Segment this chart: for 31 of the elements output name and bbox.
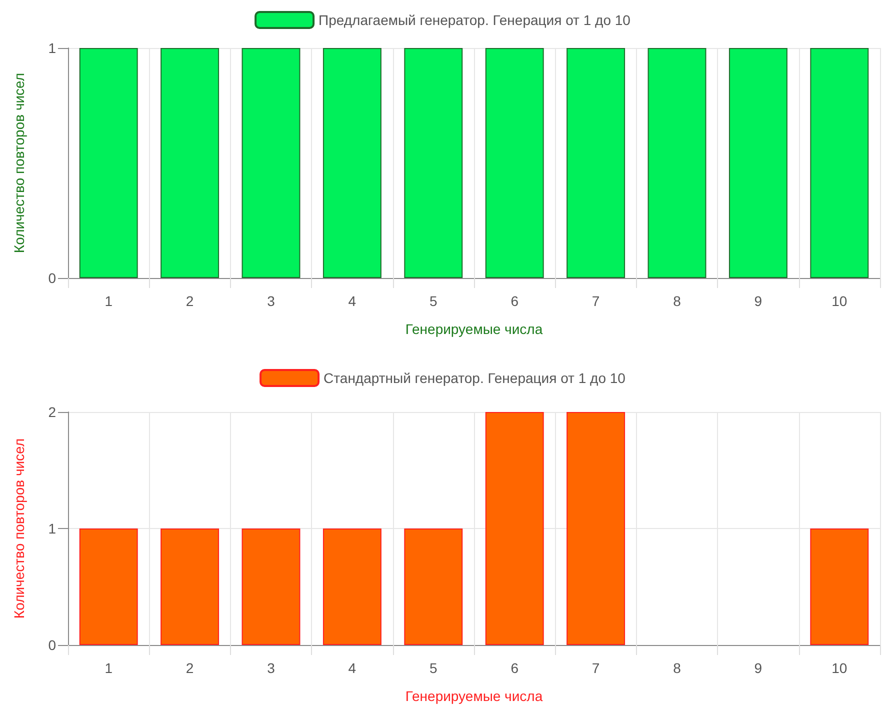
- x-tick-label: 7: [592, 293, 600, 309]
- x-tick-label: 4: [348, 293, 356, 309]
- x-tick-label: 4: [348, 660, 356, 676]
- x-tick-label: 8: [673, 293, 682, 309]
- x-tick-label: 7: [592, 660, 600, 676]
- x-tick-label: 6: [510, 660, 519, 676]
- x-tick-label: 3: [267, 293, 276, 309]
- y-tick-label: 1: [48, 40, 56, 56]
- x-tick-label: 6: [510, 293, 519, 309]
- x-tick-label: 5: [430, 293, 438, 309]
- y-tick-label: 0: [48, 637, 56, 653]
- x-tick-label: 10: [832, 660, 848, 676]
- legend-label: Предлагаемый генератор. Генерация от 1 до 10: [318, 12, 631, 28]
- x-tick-label: 1: [104, 293, 113, 309]
- y-axis-title: Количество повторов чисел: [11, 438, 27, 619]
- x-tick-label: 9: [754, 293, 762, 309]
- x-tick-label: 5: [430, 660, 438, 676]
- y-axis-title: Количество повторов чисел: [11, 72, 27, 254]
- legend-label: Стандартный генератор. Генерация от 1 до 10: [324, 370, 626, 386]
- x-tick-label: 3: [267, 660, 276, 676]
- x-tick-label: 2: [186, 293, 194, 309]
- y-tick-label: 0: [48, 270, 56, 286]
- x-tick-label: 8: [673, 660, 682, 676]
- x-tick-label: 1: [104, 660, 113, 676]
- y-tick-label: 2: [48, 404, 56, 420]
- y-tick-label: 1: [48, 520, 56, 536]
- x-axis-title: Генерируемые числа: [405, 688, 543, 704]
- x-tick-label: 2: [186, 660, 194, 676]
- x-axis-title: Генерируемые числа: [405, 321, 543, 337]
- x-tick-label: 9: [754, 660, 762, 676]
- x-tick-label: 10: [832, 293, 848, 309]
